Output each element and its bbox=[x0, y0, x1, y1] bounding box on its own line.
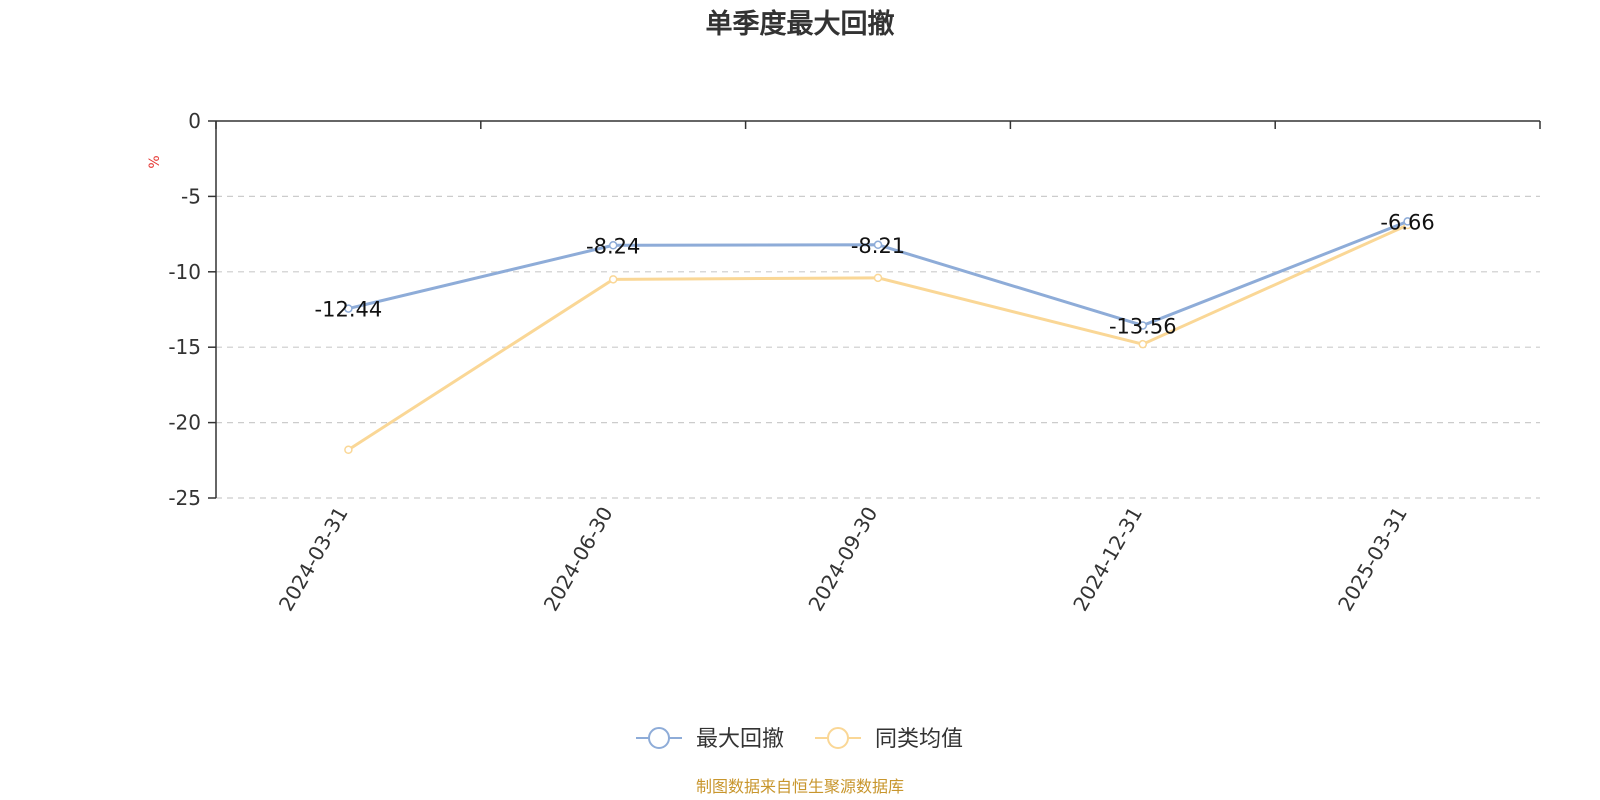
data-point bbox=[608, 241, 618, 250]
x-tick-label: 2024-12-31 bbox=[1068, 503, 1147, 616]
data-point bbox=[344, 445, 353, 454]
y-tick-label: -25 bbox=[168, 486, 201, 510]
data-label: -8.24 bbox=[586, 234, 640, 258]
legend-label: 同类均值 bbox=[875, 727, 963, 752]
data-label: -8.21 bbox=[851, 234, 905, 258]
source-note: 制图数据来自恒生聚源数据库 bbox=[696, 777, 904, 796]
series-lines bbox=[344, 217, 1412, 454]
x-tick-label: 2024-03-31 bbox=[274, 503, 353, 616]
data-point bbox=[1138, 321, 1148, 330]
data-point bbox=[608, 275, 618, 284]
x-tick-label: 2024-06-30 bbox=[539, 503, 618, 616]
axes bbox=[208, 120, 1541, 499]
y-tick-label: -15 bbox=[168, 335, 201, 359]
x-axis-tick-labels: 2024-03-31 2024-06-30 2024-09-30 2024-12-31… bbox=[274, 503, 1412, 616]
data-point bbox=[1403, 217, 1412, 226]
y-tick-label: -10 bbox=[168, 260, 201, 284]
data-point bbox=[344, 304, 353, 313]
y-axis-tick-labels: 0 -5 -10 -15 -20 -25 bbox=[168, 109, 201, 510]
chart-title: 单季度最大回撤 bbox=[706, 8, 895, 40]
y-tick-label: 0 bbox=[188, 109, 201, 133]
legend-label: 最大回撤 bbox=[696, 727, 784, 752]
legend-item-series-2[interactable]: 同类均值 bbox=[815, 727, 963, 752]
data-label: -13.56 bbox=[1109, 314, 1177, 338]
data-point bbox=[873, 240, 883, 250]
x-tick-label: 2024-09-30 bbox=[803, 503, 882, 616]
x-tick-label: 2025-03-31 bbox=[1333, 503, 1412, 616]
data-label: -12.44 bbox=[315, 298, 383, 322]
data-labels: -12.44 -8.24 -8.21 -13.56 -6.66 bbox=[315, 210, 1435, 338]
legend: 最大回撤 同类均值 bbox=[636, 727, 963, 752]
legend-item-series-1[interactable]: 最大回撤 bbox=[636, 727, 784, 752]
grid-lines bbox=[216, 195, 1540, 499]
data-label: -6.66 bbox=[1380, 210, 1434, 234]
y-tick-label: -20 bbox=[168, 411, 201, 435]
y-tick-label: -5 bbox=[181, 184, 201, 208]
series-line-2 bbox=[347, 223, 1409, 452]
legend-swatch-marker bbox=[648, 727, 670, 749]
data-point bbox=[873, 273, 883, 283]
data-point bbox=[1138, 339, 1148, 349]
legend-swatch-marker bbox=[827, 727, 849, 749]
y-axis-unit-label: % bbox=[147, 155, 163, 168]
